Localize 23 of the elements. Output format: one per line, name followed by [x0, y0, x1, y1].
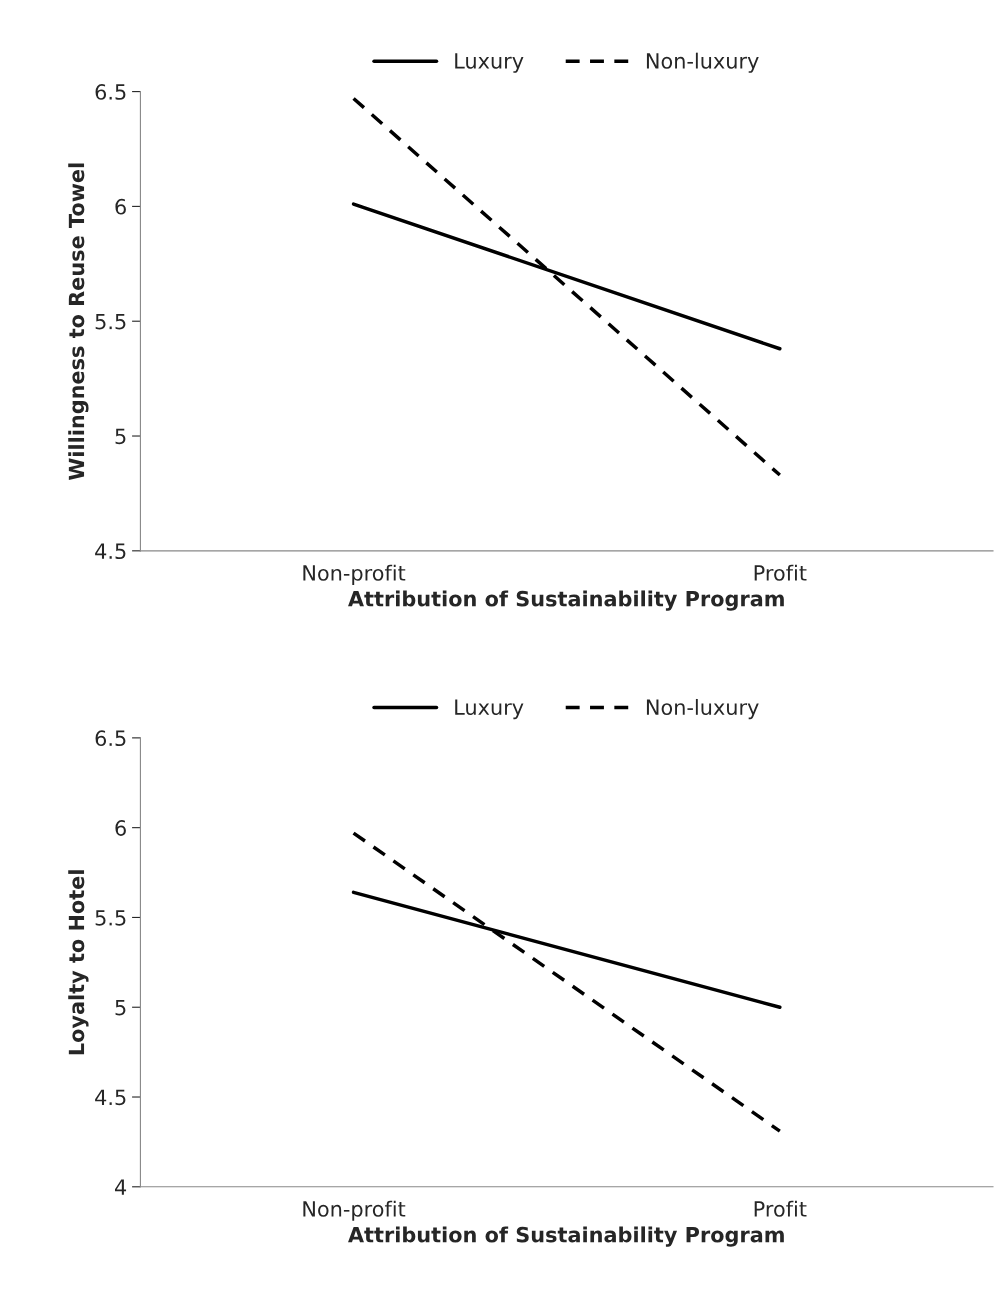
y-tick-label: 4.5: [95, 1089, 126, 1106]
y-tick-label: 5: [115, 428, 126, 445]
legend-label: Non-luxury: [646, 698, 759, 720]
x-tick-label: Profit: [754, 564, 807, 581]
y-tick-label: 6: [115, 820, 126, 836]
y-tick-label: 6.5: [95, 730, 126, 747]
y-tick-label: 4: [114, 1179, 127, 1195]
legend-label: Luxury: [455, 699, 524, 720]
y-axis-title: Willingness to Reuse Towel: [68, 163, 89, 481]
y-axis-title: Loyalty to Hotel: [68, 870, 89, 1055]
y-tick-label: 5.5: [95, 910, 126, 926]
x-tick-label: Profit: [754, 1200, 807, 1217]
x-tick-label: Non-profit: [303, 564, 406, 585]
y-tick-label: 4.5: [95, 543, 126, 560]
x-axis-title: Attribution of Sustainability Program: [348, 590, 784, 611]
legend-label: Non-luxury: [646, 52, 759, 73]
x-axis-title: Attribution of Sustainability Program: [348, 1226, 784, 1247]
y-tick-label: 6.5: [95, 84, 126, 100]
y-tick-label: 5: [115, 999, 126, 1016]
legend-label: Luxury: [455, 53, 524, 73]
y-tick-label: 5.5: [95, 313, 126, 330]
y-tick-label: 6: [115, 198, 126, 215]
x-tick-label: Non-profit: [303, 1200, 406, 1221]
